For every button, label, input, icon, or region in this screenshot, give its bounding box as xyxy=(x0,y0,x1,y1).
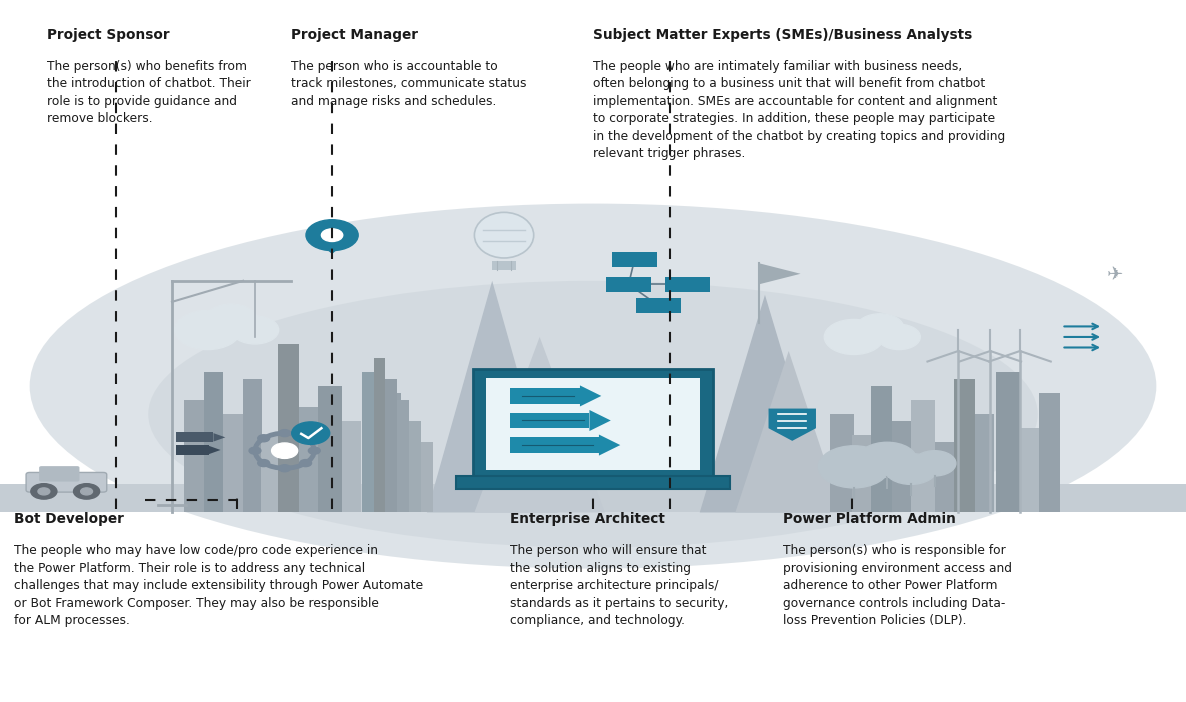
FancyBboxPatch shape xyxy=(636,298,681,313)
Circle shape xyxy=(818,446,890,488)
FancyBboxPatch shape xyxy=(409,421,421,512)
Text: The person who is accountable to
track milestones, communicate status
and manage: The person who is accountable to track m… xyxy=(291,60,527,107)
FancyBboxPatch shape xyxy=(510,413,589,428)
FancyBboxPatch shape xyxy=(612,252,657,267)
Text: The person(s) who benefits from
the introduction of chatbot. Their
role is to pr: The person(s) who benefits from the intr… xyxy=(47,60,251,125)
FancyBboxPatch shape xyxy=(606,277,651,292)
Text: Enterprise Architect: Enterprise Architect xyxy=(510,512,665,526)
Polygon shape xyxy=(589,410,611,431)
Circle shape xyxy=(856,314,904,342)
Circle shape xyxy=(231,316,279,344)
FancyBboxPatch shape xyxy=(1039,393,1060,512)
Circle shape xyxy=(857,442,917,477)
FancyBboxPatch shape xyxy=(176,445,209,455)
FancyBboxPatch shape xyxy=(911,400,935,512)
FancyBboxPatch shape xyxy=(380,393,401,512)
FancyBboxPatch shape xyxy=(397,400,409,512)
Circle shape xyxy=(205,304,257,335)
Polygon shape xyxy=(735,351,842,512)
FancyBboxPatch shape xyxy=(243,379,262,512)
Circle shape xyxy=(885,453,937,484)
Circle shape xyxy=(81,488,93,495)
Polygon shape xyxy=(759,263,801,284)
FancyBboxPatch shape xyxy=(261,435,278,512)
Circle shape xyxy=(292,422,330,444)
Polygon shape xyxy=(317,240,347,254)
FancyBboxPatch shape xyxy=(486,378,700,470)
FancyBboxPatch shape xyxy=(510,388,580,404)
Polygon shape xyxy=(213,433,225,442)
Polygon shape xyxy=(599,435,620,456)
Circle shape xyxy=(38,488,50,495)
FancyBboxPatch shape xyxy=(975,414,994,512)
FancyBboxPatch shape xyxy=(996,372,1020,512)
FancyBboxPatch shape xyxy=(472,369,713,480)
FancyBboxPatch shape xyxy=(385,379,397,512)
FancyBboxPatch shape xyxy=(184,400,208,512)
Polygon shape xyxy=(427,281,557,512)
Polygon shape xyxy=(700,295,830,512)
FancyBboxPatch shape xyxy=(954,379,975,512)
Ellipse shape xyxy=(30,204,1156,569)
Text: The people who may have low code/pro code experience in
the Power Platform. Thei: The people who may have low code/pro cod… xyxy=(14,544,423,627)
Circle shape xyxy=(279,430,291,437)
Text: Project Manager: Project Manager xyxy=(291,28,417,42)
FancyBboxPatch shape xyxy=(492,261,516,270)
FancyBboxPatch shape xyxy=(401,428,420,512)
Text: ✈: ✈ xyxy=(1107,264,1123,284)
FancyBboxPatch shape xyxy=(223,414,244,512)
Circle shape xyxy=(824,319,884,355)
Text: Subject Matter Experts (SMEs)/Business Analysts: Subject Matter Experts (SMEs)/Business A… xyxy=(593,28,973,42)
Circle shape xyxy=(306,220,358,251)
Circle shape xyxy=(257,435,269,442)
FancyBboxPatch shape xyxy=(299,407,318,512)
Circle shape xyxy=(257,460,269,467)
Circle shape xyxy=(174,310,241,350)
FancyBboxPatch shape xyxy=(0,484,1186,512)
Circle shape xyxy=(300,460,312,467)
Ellipse shape xyxy=(148,281,1038,548)
Circle shape xyxy=(31,484,57,499)
FancyBboxPatch shape xyxy=(278,344,299,512)
FancyBboxPatch shape xyxy=(26,472,107,492)
FancyBboxPatch shape xyxy=(935,442,954,512)
Text: Project Sponsor: Project Sponsor xyxy=(47,28,170,42)
Circle shape xyxy=(308,447,320,454)
Polygon shape xyxy=(209,446,221,454)
FancyBboxPatch shape xyxy=(318,386,342,512)
FancyBboxPatch shape xyxy=(871,386,892,512)
FancyBboxPatch shape xyxy=(455,476,729,489)
FancyBboxPatch shape xyxy=(1020,428,1039,512)
Circle shape xyxy=(321,229,343,241)
Circle shape xyxy=(249,447,261,454)
Text: The person who will ensure that
the solution aligns to existing
enterprise archi: The person who will ensure that the solu… xyxy=(510,544,728,627)
FancyBboxPatch shape xyxy=(176,432,213,442)
Circle shape xyxy=(913,451,956,476)
FancyBboxPatch shape xyxy=(421,442,433,512)
Text: Bot Developer: Bot Developer xyxy=(14,512,125,526)
FancyBboxPatch shape xyxy=(39,466,79,482)
Polygon shape xyxy=(474,337,605,512)
Circle shape xyxy=(300,435,312,442)
Text: The person(s) who is responsible for
provisioning environment access and
adheren: The person(s) who is responsible for pro… xyxy=(783,544,1012,627)
Circle shape xyxy=(279,465,291,472)
FancyBboxPatch shape xyxy=(362,372,378,512)
Text: Power Platform Admin: Power Platform Admin xyxy=(783,512,956,526)
FancyBboxPatch shape xyxy=(374,358,385,512)
Polygon shape xyxy=(580,385,601,406)
FancyBboxPatch shape xyxy=(892,421,911,512)
Circle shape xyxy=(74,484,100,499)
Circle shape xyxy=(878,324,920,350)
Ellipse shape xyxy=(474,212,534,258)
Circle shape xyxy=(272,443,298,458)
FancyBboxPatch shape xyxy=(204,372,223,512)
FancyBboxPatch shape xyxy=(852,435,871,512)
Text: The people who are intimately familiar with business needs,
often belonging to a: The people who are intimately familiar w… xyxy=(593,60,1006,160)
FancyBboxPatch shape xyxy=(510,437,599,453)
FancyBboxPatch shape xyxy=(830,414,854,512)
Polygon shape xyxy=(769,409,816,441)
FancyBboxPatch shape xyxy=(665,277,710,292)
FancyBboxPatch shape xyxy=(342,421,361,512)
